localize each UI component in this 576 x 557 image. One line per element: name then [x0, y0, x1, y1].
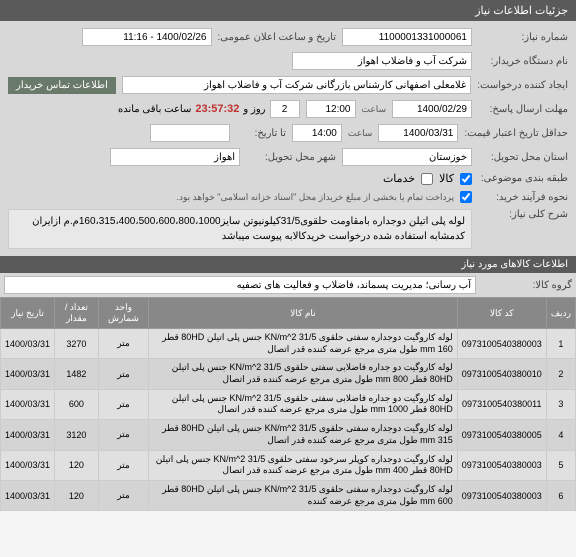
table-row[interactable]: 40973100540380005لوله کاروگیت دوجداره سف… — [1, 420, 576, 450]
days-label: روز و — [243, 104, 265, 115]
group-field: آب رسانی؛ مدیریت پسماند، فاضلاب و فعالیت… — [4, 276, 476, 294]
kala-checkbox[interactable] — [460, 173, 472, 185]
cell-qty: 600 — [55, 389, 99, 419]
group-label: گروه کالا: — [482, 280, 572, 291]
panel-header: جزئیات اطلاعات نیاز — [0, 0, 576, 21]
desc-label: شرح کلی نیاز: — [478, 209, 568, 220]
deadline-date: 1400/02/29 — [392, 100, 472, 118]
cell-index: 6 — [546, 480, 575, 510]
table-row[interactable]: 10973100540380003لوله کاروگیت دوجداره سف… — [1, 329, 576, 359]
khadamat-checkbox[interactable] — [421, 173, 433, 185]
cell-index: 1 — [546, 329, 575, 359]
items-header: اطلاعات کالاهای مورد نیاز — [0, 256, 576, 273]
category-label: طبقه بندی موضوعی: — [478, 173, 568, 184]
deadline-label: مهلت ارسال پاسخ: — [478, 104, 568, 115]
cell-name: لوله کاروگیت دوجداره کوپلر سرخود سفتی حل… — [149, 450, 458, 480]
panel-title: جزئیات اطلاعات نیاز — [475, 5, 568, 17]
table-row[interactable]: 30973100540380011لوله کاروگیت دو جداره ف… — [1, 389, 576, 419]
cell-name: لوله کاروگیت دوجداره سفتی حلقوی 31/5 KN/… — [149, 329, 458, 359]
cell-index: 2 — [546, 359, 575, 389]
cell-date: 1400/03/31 — [1, 450, 55, 480]
col-date: تاریخ نیاز — [1, 298, 55, 329]
cell-name: لوله کاروگیت دوجداره سفتی حلقوی 31/5 KN/… — [149, 480, 458, 510]
kala-label: کالا — [439, 172, 454, 185]
cell-code: 0973100540380003 — [457, 480, 546, 510]
col-code: کد کالا — [457, 298, 546, 329]
deadline-hour: 12:00 — [306, 100, 356, 118]
items-table: ردیف کد کالا نام کالا واحد شمارش تعداد /… — [0, 297, 576, 511]
buyer-field: شرکت آب و فاضلاب اهواز — [292, 52, 472, 70]
cell-unit: متر — [98, 359, 148, 389]
cell-name: لوله کاروگیت دو جداره فاضلابی سفتی حلقوی… — [149, 389, 458, 419]
payment-checkbox[interactable] — [460, 191, 472, 203]
buy-note: پرداخت تمام یا بخشی از مبلغ خریداز محل "… — [176, 192, 454, 203]
city-field: اهواز — [110, 148, 240, 166]
cell-name: لوله کاروگیت دوجداره سفتی حلقوی 31/5 KN/… — [149, 420, 458, 450]
announce-label: تاریخ و ساعت اعلان عمومی: — [218, 32, 337, 43]
countdown-timer: 23:57:32 — [195, 103, 239, 115]
cell-date: 1400/03/31 — [1, 389, 55, 419]
desc-text: لوله پلی اتیلن دوجداره بامقاومت حلقوی31/… — [8, 209, 472, 249]
cell-code: 0973100540380003 — [457, 450, 546, 480]
buy-process-label: نحوه فرآیند خرید: — [478, 192, 568, 203]
validity-label: حداقل تاریخ اعتبار قیمت: — [464, 128, 568, 139]
table-row[interactable]: 50973100540380003لوله کاروگیت دوجداره کو… — [1, 450, 576, 480]
need-no-field: 1100001331000061 — [342, 28, 472, 46]
cell-unit: متر — [98, 389, 148, 419]
cell-qty: 1482 — [55, 359, 99, 389]
city-label: شهر محل تحویل: — [246, 152, 336, 163]
col-name: نام کالا — [149, 298, 458, 329]
cell-unit: متر — [98, 450, 148, 480]
cell-code: 0973100540380003 — [457, 329, 546, 359]
delivery-to-field — [150, 124, 230, 142]
khadamat-label: خدمات — [383, 172, 415, 185]
delivery-to-label: تا تاریخ: — [236, 128, 286, 139]
creator-label: ایجاد کننده درخواست: — [477, 80, 568, 91]
cell-qty: 3120 — [55, 420, 99, 450]
cell-unit: متر — [98, 329, 148, 359]
province-label: استان محل تحویل: — [478, 152, 568, 163]
info-section: شماره نیاز: 1100001331000061 تاریخ و ساع… — [0, 21, 576, 256]
col-unit: واحد شمارش — [98, 298, 148, 329]
cell-unit: متر — [98, 480, 148, 510]
validity-hour: 14:00 — [292, 124, 342, 142]
cell-code: 0973100540380011 — [457, 389, 546, 419]
hour-label-2: ساعت — [348, 128, 373, 139]
cell-name: لوله کاروگیت دو جداره فاضلابی سفتی حلقوی… — [149, 359, 458, 389]
contact-button[interactable]: اطلاعات تماس خریدار — [8, 77, 116, 94]
need-no-label: شماره نیاز: — [478, 32, 568, 43]
col-qty: تعداد / مقدار — [55, 298, 99, 329]
table-row[interactable]: 20973100540380010لوله کاروگیت دو جداره ف… — [1, 359, 576, 389]
cell-index: 4 — [546, 420, 575, 450]
hour-label-1: ساعت — [362, 104, 387, 115]
cell-index: 5 — [546, 450, 575, 480]
table-row[interactable]: 60973100540380003لوله کاروگیت دوجداره سف… — [1, 480, 576, 510]
timer-label: ساعت باقی مانده — [118, 104, 191, 115]
remain-block: 2 روز و 23:57:32 ساعت باقی مانده — [118, 100, 300, 118]
cell-index: 3 — [546, 389, 575, 419]
province-field: خوزستان — [342, 148, 472, 166]
creator-field: غلامعلی اصفهانی کارشناس بازرگانی شرکت آب… — [122, 76, 471, 94]
validity-date: 1400/03/31 — [378, 124, 458, 142]
announce-field: 1400/02/26 - 11:16 — [82, 28, 212, 46]
cell-date: 1400/03/31 — [1, 420, 55, 450]
cell-qty: 3270 — [55, 329, 99, 359]
cell-unit: متر — [98, 420, 148, 450]
col-index: ردیف — [546, 298, 575, 329]
cell-date: 1400/03/31 — [1, 480, 55, 510]
cell-date: 1400/03/31 — [1, 329, 55, 359]
cell-date: 1400/03/31 — [1, 359, 55, 389]
remain-days: 2 — [270, 100, 300, 118]
buyer-label: نام دستگاه خریدار: — [478, 56, 568, 67]
cell-qty: 120 — [55, 480, 99, 510]
cell-code: 0973100540380005 — [457, 420, 546, 450]
cell-code: 0973100540380010 — [457, 359, 546, 389]
cell-qty: 120 — [55, 450, 99, 480]
